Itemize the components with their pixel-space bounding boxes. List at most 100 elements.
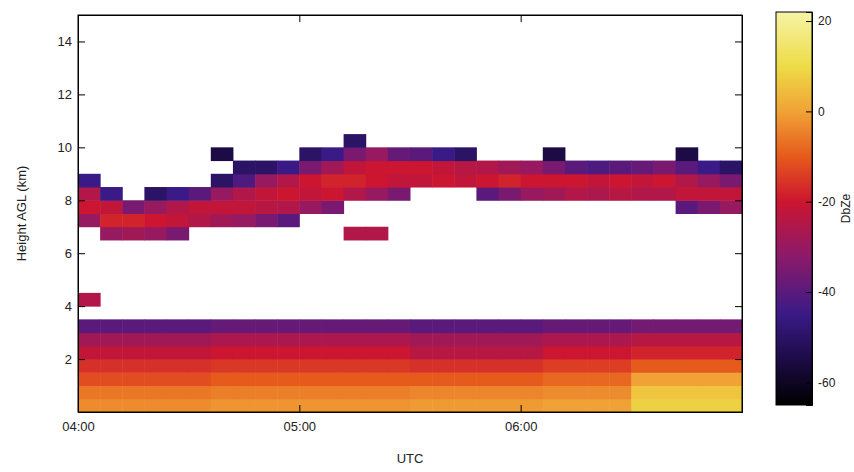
cell (78, 293, 101, 307)
cell (233, 214, 256, 228)
cell (233, 319, 256, 333)
cell (410, 147, 433, 161)
cell (255, 187, 278, 201)
tick (735, 41, 742, 42)
cell (167, 200, 190, 214)
cell (78, 386, 101, 400)
cell (565, 187, 588, 201)
cell (454, 147, 477, 161)
cell (543, 399, 566, 412)
cell (410, 174, 433, 188)
cell (277, 161, 300, 175)
cell (499, 386, 522, 400)
cell (587, 161, 610, 175)
cell (321, 147, 344, 161)
cell (499, 187, 522, 201)
tick-mark (806, 382, 812, 383)
cell (299, 319, 322, 333)
cell (565, 399, 588, 412)
cell (388, 346, 411, 360)
cell (366, 147, 389, 161)
tick (735, 147, 742, 148)
cell (653, 359, 676, 373)
cell (277, 399, 300, 412)
cell (676, 187, 699, 201)
cell (720, 200, 742, 214)
cell (255, 386, 278, 400)
cell (499, 359, 522, 373)
cell (499, 161, 522, 175)
tick-mark (521, 405, 522, 412)
cell (122, 333, 145, 347)
cell (676, 372, 699, 386)
cell (233, 333, 256, 347)
cell (366, 399, 389, 412)
cell (277, 333, 300, 347)
cell (211, 333, 234, 347)
tick-mark (78, 200, 85, 201)
cell (698, 399, 721, 412)
cell (543, 147, 566, 161)
tick-mark (299, 15, 300, 22)
cell (233, 372, 256, 386)
cell (521, 187, 544, 201)
cell (299, 147, 322, 161)
tick: 6 (65, 246, 85, 261)
cell (653, 161, 676, 175)
cell (299, 174, 322, 188)
cell (78, 214, 101, 228)
cell (476, 346, 499, 360)
cell (410, 359, 433, 373)
tick: -20 (806, 195, 836, 209)
cell (543, 346, 566, 360)
cell (543, 386, 566, 400)
cell (321, 187, 344, 201)
y-axis-right (735, 16, 743, 413)
cell (521, 333, 544, 347)
cell (698, 386, 721, 400)
tick-label: 10 (58, 140, 72, 155)
cell (476, 359, 499, 373)
cell (676, 319, 699, 333)
cell (543, 359, 566, 373)
cell (344, 372, 367, 386)
cell (432, 174, 455, 188)
cell (609, 174, 632, 188)
cell (100, 214, 123, 228)
cell (454, 174, 477, 188)
cell (211, 200, 234, 214)
cell (255, 333, 278, 347)
cell (189, 359, 212, 373)
cell (233, 200, 256, 214)
cell (122, 227, 145, 241)
cell (211, 372, 234, 386)
cell (299, 399, 322, 412)
cell (100, 200, 123, 214)
cell (233, 187, 256, 201)
cell (100, 372, 123, 386)
cell (299, 161, 322, 175)
cell (144, 386, 167, 400)
cell (676, 346, 699, 360)
cell (255, 399, 278, 412)
tick: 4 (65, 299, 85, 314)
tick: 8 (65, 193, 85, 208)
y-axis-title: Height AGL (km) (14, 166, 29, 262)
cell (366, 174, 389, 188)
cell (144, 372, 167, 386)
cell (521, 399, 544, 412)
cell (144, 399, 167, 412)
cell (388, 386, 411, 400)
tick-label: 04:00 (62, 419, 95, 434)
cell (167, 359, 190, 373)
cell (233, 399, 256, 412)
cell (698, 161, 721, 175)
cell (189, 346, 212, 360)
cell (344, 346, 367, 360)
cell (167, 319, 190, 333)
tick-mark (78, 94, 85, 95)
cell (211, 319, 234, 333)
cell (122, 346, 145, 360)
cell (565, 346, 588, 360)
cell (366, 333, 389, 347)
